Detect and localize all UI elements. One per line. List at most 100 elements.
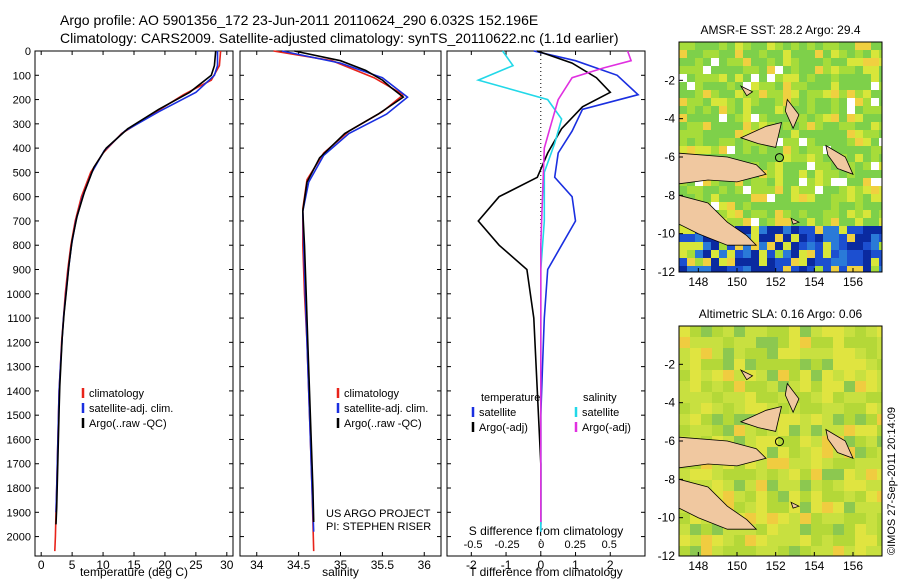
top-axis-label: S difference from climatology (469, 524, 624, 538)
map-cell (727, 66, 735, 74)
map-cell (800, 381, 811, 392)
map-cell (735, 66, 743, 74)
map-cell (855, 138, 863, 146)
map-cell (839, 82, 847, 90)
map-cell (690, 546, 701, 556)
map-cell (844, 337, 855, 348)
map-cell (783, 162, 791, 170)
legend-title: temperature (481, 392, 540, 404)
map-cell (823, 218, 831, 226)
map-cell (756, 359, 767, 370)
map-cell (807, 114, 815, 122)
map-cell (839, 98, 847, 106)
map-cell (735, 114, 743, 122)
map-cell (839, 130, 847, 138)
map-cell (800, 359, 811, 370)
map-cell (839, 194, 847, 202)
map-cell (823, 50, 831, 58)
map-cell (727, 50, 735, 58)
map-cell (855, 58, 863, 66)
map-cell (799, 218, 807, 226)
map-cell (815, 66, 823, 74)
plot-frame (239, 50, 442, 557)
map-cell (767, 480, 778, 491)
map-cell (775, 186, 783, 194)
y-tick-label: -6 (664, 434, 675, 448)
map-cell (767, 502, 778, 513)
map-cell (687, 258, 695, 266)
map-cell (723, 480, 734, 491)
map-cell (791, 234, 799, 242)
map-cell (695, 258, 703, 266)
map-cell (711, 90, 719, 98)
map-cell (687, 98, 695, 106)
map-cell (679, 381, 690, 392)
map-cell (775, 66, 783, 74)
map-cell (871, 138, 879, 146)
map-cell (723, 370, 734, 381)
map-cell (855, 359, 866, 370)
map-cell (703, 50, 711, 58)
map-cell (879, 178, 882, 186)
map-cell (871, 130, 879, 138)
map-cell (855, 194, 863, 202)
map-cell (679, 359, 690, 370)
map-cell (799, 66, 807, 74)
map-cell (734, 502, 745, 513)
map-cell (695, 66, 703, 74)
map-cell (855, 458, 866, 469)
map-cell (735, 98, 743, 106)
map-cell (743, 146, 751, 154)
map-cell (767, 58, 775, 66)
map-cell (734, 370, 745, 381)
map-cell (767, 359, 778, 370)
map-cell (695, 250, 703, 258)
map-cell (877, 447, 882, 458)
x-tick-label: 36 (418, 558, 432, 572)
map-cell (687, 82, 695, 90)
map-cell (778, 403, 789, 414)
x-tick-label: 35 (334, 558, 348, 572)
map-cell (778, 414, 789, 425)
map-cell (855, 348, 866, 359)
map-cell (743, 178, 751, 186)
map-cell (807, 186, 815, 194)
map-cell (679, 403, 690, 414)
map-cell (751, 194, 759, 202)
map-cell (831, 226, 839, 234)
map-cell (855, 90, 863, 98)
map-cell (759, 58, 767, 66)
map-cell (727, 98, 735, 106)
map-cell (800, 337, 811, 348)
map-cell (775, 194, 783, 202)
map-cell (789, 491, 800, 502)
map-cell (727, 218, 735, 226)
map-cell (743, 250, 751, 258)
map-cell (879, 50, 882, 58)
map-cell (756, 447, 767, 458)
map-cell (879, 154, 882, 162)
map-cell (711, 266, 719, 272)
map-cell (723, 535, 734, 546)
map-cell (756, 535, 767, 546)
map-cell (690, 513, 701, 524)
map-cell (735, 266, 743, 272)
map-cell (735, 58, 743, 66)
map-cell (855, 154, 863, 162)
map-cell (799, 42, 807, 50)
map-cell (823, 74, 831, 82)
map-cell (789, 524, 800, 535)
map-cell (711, 250, 719, 258)
land-mass (739, 405, 783, 432)
map-cell (799, 114, 807, 122)
map-cell (866, 326, 877, 337)
map-cell (822, 480, 833, 491)
map-cell (822, 458, 833, 469)
map-cell (831, 250, 839, 258)
map-cell (800, 513, 811, 524)
map-cell (695, 130, 703, 138)
map-cell (863, 178, 871, 186)
map-cell (778, 458, 789, 469)
map-cell (778, 524, 789, 535)
map-cell (783, 218, 791, 226)
